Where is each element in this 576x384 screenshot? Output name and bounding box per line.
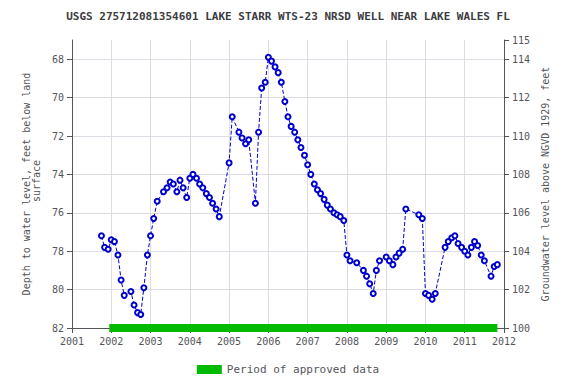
svg-text:Groundwater level above NGVD 1: Groundwater level above NGVD 1929, feet <box>540 67 551 302</box>
svg-text:2001: 2001 <box>60 336 84 347</box>
svg-text:76: 76 <box>52 207 64 218</box>
svg-text:Depth to water level, feet bel: Depth to water level, feet below land <box>20 72 32 296</box>
svg-text:114: 114 <box>512 54 530 65</box>
svg-text:2002: 2002 <box>99 336 123 347</box>
svg-text:110: 110 <box>512 131 530 142</box>
svg-text:115: 115 <box>512 35 530 46</box>
svg-text:2012: 2012 <box>492 336 516 347</box>
svg-text:Period of approved data: Period of approved data <box>227 363 379 376</box>
svg-text:2004: 2004 <box>178 336 202 347</box>
svg-text:2011: 2011 <box>453 336 477 347</box>
svg-text:2005: 2005 <box>217 336 241 347</box>
svg-text:106: 106 <box>512 207 530 218</box>
svg-text:2010: 2010 <box>413 336 437 347</box>
svg-text:104: 104 <box>512 246 530 257</box>
svg-text:USGS 275712081354601 LAKE STAR: USGS 275712081354601 LAKE STARR WTS-23 N… <box>66 10 510 23</box>
svg-text:78: 78 <box>52 246 64 257</box>
svg-text:2006: 2006 <box>256 336 280 347</box>
svg-text:80: 80 <box>52 284 64 295</box>
svg-text:112: 112 <box>512 92 530 103</box>
svg-text:102: 102 <box>512 284 530 295</box>
svg-text:2003: 2003 <box>138 336 162 347</box>
svg-text:2009: 2009 <box>374 336 398 347</box>
svg-text:82: 82 <box>52 323 64 334</box>
svg-text:100: 100 <box>512 323 530 334</box>
svg-text:72: 72 <box>52 131 64 142</box>
svg-text:2008: 2008 <box>335 336 359 347</box>
svg-text:70: 70 <box>52 92 64 103</box>
svg-text:68: 68 <box>52 54 64 65</box>
svg-text:108: 108 <box>512 169 530 180</box>
svg-text:2007: 2007 <box>296 336 320 347</box>
svg-text:surface: surface <box>31 160 42 208</box>
svg-text:74: 74 <box>52 169 64 180</box>
